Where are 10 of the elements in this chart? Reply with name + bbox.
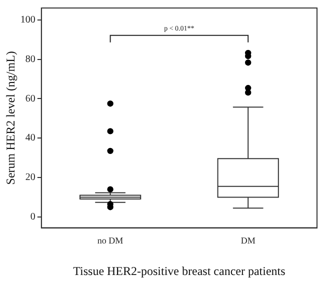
- x-tick-label: DM: [240, 236, 256, 246]
- y-tick-label: 20: [25, 172, 36, 184]
- y-tick-label: 0: [30, 212, 36, 223]
- x-tick-label: no DM: [97, 236, 124, 246]
- y-tick-label: 60: [25, 93, 36, 104]
- y-axis-title: Serum HER2 level (ng/mL): [3, 51, 18, 185]
- y-tick-label: 40: [25, 132, 36, 144]
- y-tick-label: 100: [20, 14, 36, 26]
- y-tick-label: 80: [25, 54, 36, 65]
- x-axis-title: Tissue HER2-positive breast cancer patients: [73, 264, 286, 278]
